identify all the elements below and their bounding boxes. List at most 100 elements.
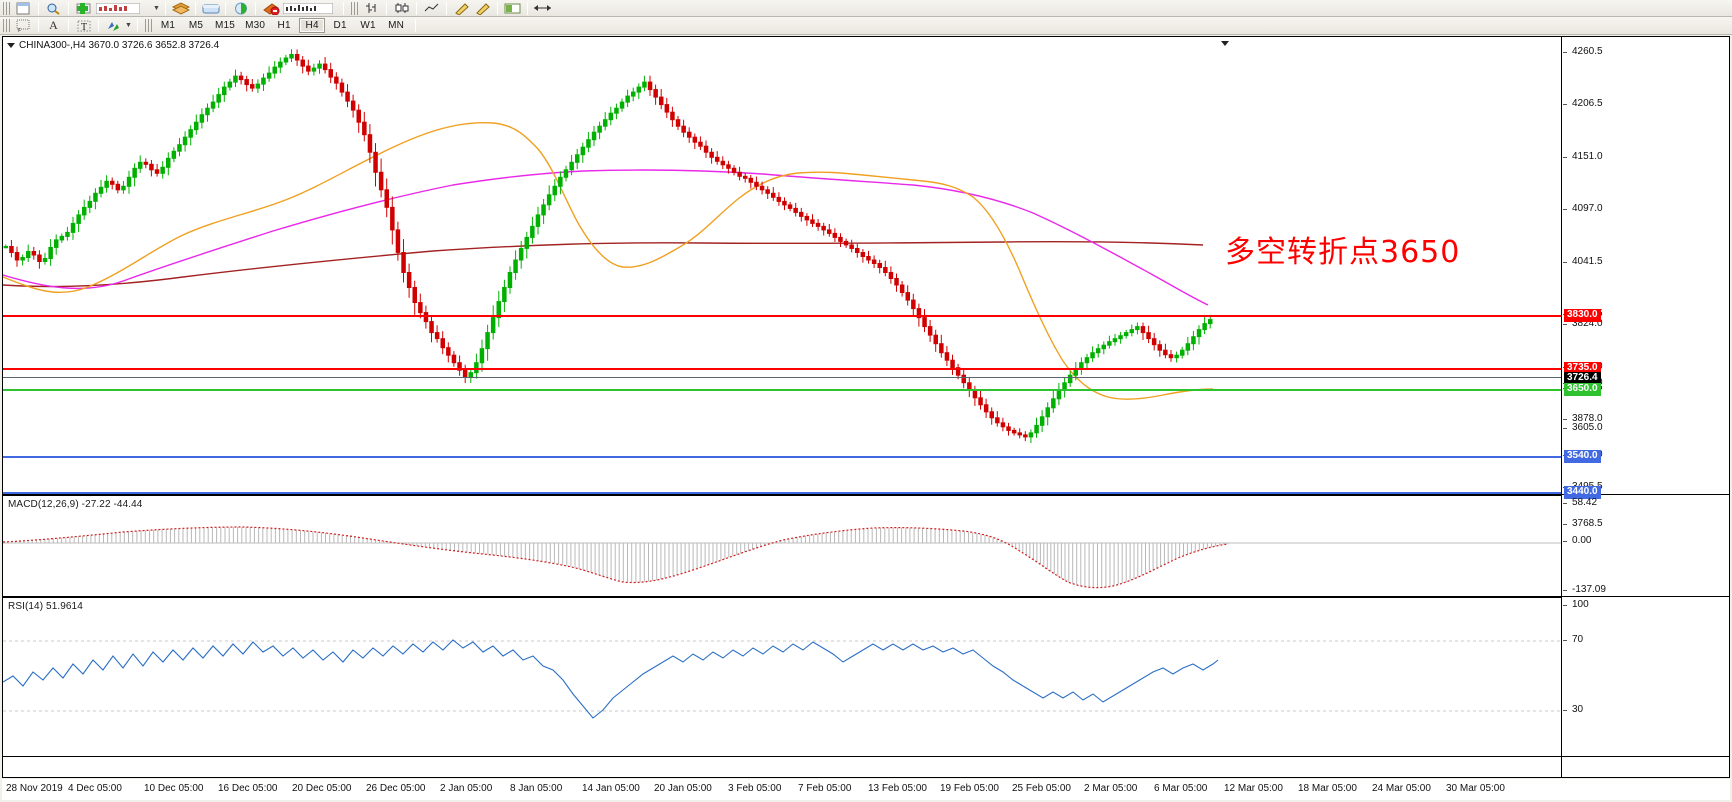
- price-level-badge-3650[interactable]: 3650.0: [1564, 383, 1601, 396]
- time-label: 18 Mar 05:00: [1298, 783, 1357, 794]
- chart-collapse-chevron-icon[interactable]: [1221, 41, 1229, 46]
- period-h1[interactable]: H1: [277, 20, 291, 31]
- price-pane[interactable]: [3, 37, 1561, 493]
- rsi-pane-top-divider: [3, 756, 1729, 757]
- time-label: 10 Dec 05:00: [144, 783, 204, 794]
- toolbar-grip[interactable]: [3, 1, 10, 15]
- level-line-3440[interactable]: [3, 492, 1561, 494]
- macd-indicator-label[interactable]: MACD(12,26,9) -27.22 -44.44: [8, 499, 143, 510]
- zoom-out-icon[interactable]: [472, 1, 493, 16]
- price-level-badge-3440[interactable]: 3440.0: [1564, 486, 1601, 499]
- time-label: 12 Mar 05:00: [1224, 783, 1283, 794]
- expert-advisor-icon[interactable]: [230, 1, 251, 16]
- arrows-objects-icon[interactable]: [103, 18, 124, 33]
- period-d1[interactable]: D1: [333, 20, 347, 31]
- level-line-3540[interactable]: [3, 456, 1561, 458]
- period-m1[interactable]: M1: [160, 20, 176, 31]
- time-label: 3 Feb 05:00: [728, 783, 782, 794]
- price-axis[interactable]: 4260.5 4206.5 4151.0 4097.0 4041.5 3987.…: [1563, 37, 1729, 777]
- current-price-badge[interactable]: 3726.4: [1564, 372, 1601, 385]
- toolbar-separator: [386, 1, 387, 15]
- bar-chart-icon[interactable]: [361, 1, 382, 16]
- add-indicator-icon[interactable]: [73, 1, 94, 16]
- stop-expert-icon[interactable]: [260, 1, 281, 16]
- toolbar-grip-2[interactable]: [351, 1, 358, 15]
- chevron-down-icon-objects[interactable]: ▼: [125, 22, 132, 29]
- time-label: 14 Jan 05:00: [582, 783, 640, 794]
- toolbar-separator: [68, 1, 69, 15]
- indicator-list-dropdown[interactable]: [94, 1, 152, 16]
- period-h4[interactable]: H4: [299, 18, 326, 33]
- period-m5[interactable]: M5: [188, 20, 204, 31]
- main-toolbar: ▼: [0, 0, 1732, 17]
- toolbar-separator: [446, 1, 447, 15]
- price-tick: 4151.0: [1563, 151, 1603, 162]
- window-icon[interactable]: [200, 1, 221, 16]
- time-label: 24 Mar 05:00: [1372, 783, 1431, 794]
- objects-toolbar: F A T ▼ M1 M5 M15 M30 H1 H4 D1 W1 MN: [0, 17, 1732, 35]
- price-level-badge-3830[interactable]: 3830.0: [1564, 309, 1601, 322]
- time-label: 2 Jan 05:00: [440, 783, 493, 794]
- macd-pane[interactable]: MACD(12,26,9) -27.22 -44.44: [3, 495, 1561, 595]
- price-tick: 4260.5: [1563, 46, 1603, 57]
- time-label: 13 Feb 05:00: [868, 783, 927, 794]
- macd-tick: 58.42: [1563, 497, 1597, 508]
- price-level-badge-3735[interactable]: 3735.0: [1564, 362, 1601, 375]
- chart-shift-icon[interactable]: [532, 1, 553, 16]
- time-label: 28 Nov 2019: [6, 783, 63, 794]
- macd-pane-top-divider: [3, 494, 1729, 495]
- rsi-chart-svg: [3, 639, 1561, 719]
- time-label: 6 Mar 05:00: [1154, 783, 1208, 794]
- toolbar-separator: [38, 1, 39, 15]
- line-chart-icon[interactable]: [421, 1, 442, 16]
- period-mn[interactable]: MN: [388, 20, 405, 31]
- chevron-down-icon[interactable]: ▼: [153, 4, 160, 12]
- zoom-in-icon[interactable]: [451, 1, 472, 16]
- macd-pane-bottom-divider: [3, 596, 1729, 597]
- text-box-icon[interactable]: T: [73, 18, 94, 33]
- level-line-3830[interactable]: [3, 315, 1561, 317]
- toolbar-separator: [497, 1, 498, 15]
- zoom-search-icon[interactable]: [43, 1, 64, 16]
- candle-chart-icon[interactable]: [391, 1, 412, 16]
- chart-menu-chevron-icon[interactable]: [7, 43, 15, 48]
- chart-area[interactable]: CHINA300-,H4 3670.0 3726.6 3652.8 3726.4: [2, 36, 1730, 778]
- ma-fast-line: [3, 121, 1214, 400]
- price-tick: 4041.5: [1563, 256, 1603, 267]
- level-line-3735[interactable]: [3, 368, 1561, 370]
- toolbar-separator: [527, 1, 528, 15]
- time-axis[interactable]: 28 Nov 2019 4 Dec 05:00 10 Dec 05:00 16 …: [2, 779, 1730, 800]
- toolbar-separator: [415, 19, 417, 32]
- text-label-icon[interactable]: A: [49, 18, 58, 32]
- cursor-crosshair-icon[interactable]: F: [13, 18, 34, 33]
- time-label: 2 Mar 05:00: [1084, 783, 1138, 794]
- periods-toolbar-grip[interactable]: [145, 19, 152, 32]
- new-chart-icon[interactable]: [13, 1, 34, 16]
- rsi-tick: 100: [1563, 599, 1589, 610]
- templates-icon[interactable]: [170, 1, 191, 16]
- macd-tick: -137.09: [1563, 584, 1606, 595]
- symbol-header[interactable]: CHINA300-,H4 3670.0 3726.6 3652.8 3726.4: [7, 40, 219, 51]
- auto-scroll-icon[interactable]: [502, 1, 523, 16]
- price-level-badge-3540[interactable]: 3540.0: [1564, 450, 1601, 463]
- time-label: 20 Dec 05:00: [292, 783, 352, 794]
- price-tick: 3605.0: [1563, 422, 1603, 433]
- rsi-pane[interactable]: RSI(14) 51.9614: [3, 597, 1561, 757]
- time-label: 4 Dec 05:00: [68, 783, 122, 794]
- level-line-3726[interactable]: [3, 377, 1561, 378]
- rsi-indicator-label[interactable]: RSI(14) 51.9614: [8, 601, 83, 612]
- toolbar-separator: [255, 1, 256, 15]
- level-line-3650[interactable]: [3, 389, 1561, 391]
- chart-annotation-text[interactable]: 多空转折点3650: [1225, 235, 1461, 270]
- period-w1[interactable]: W1: [360, 20, 376, 31]
- time-label: 30 Mar 05:00: [1446, 783, 1505, 794]
- objects-toolbar-grip[interactable]: [3, 19, 10, 32]
- period-m15[interactable]: M15: [215, 20, 236, 31]
- price-tick: 3768.5: [1563, 518, 1603, 529]
- rsi-tick: 30: [1563, 704, 1583, 715]
- macd-tick: 0.00: [1563, 535, 1591, 546]
- svg-text:T: T: [81, 22, 87, 33]
- expert-name-field[interactable]: [281, 1, 339, 16]
- period-m30[interactable]: M30: [245, 20, 266, 31]
